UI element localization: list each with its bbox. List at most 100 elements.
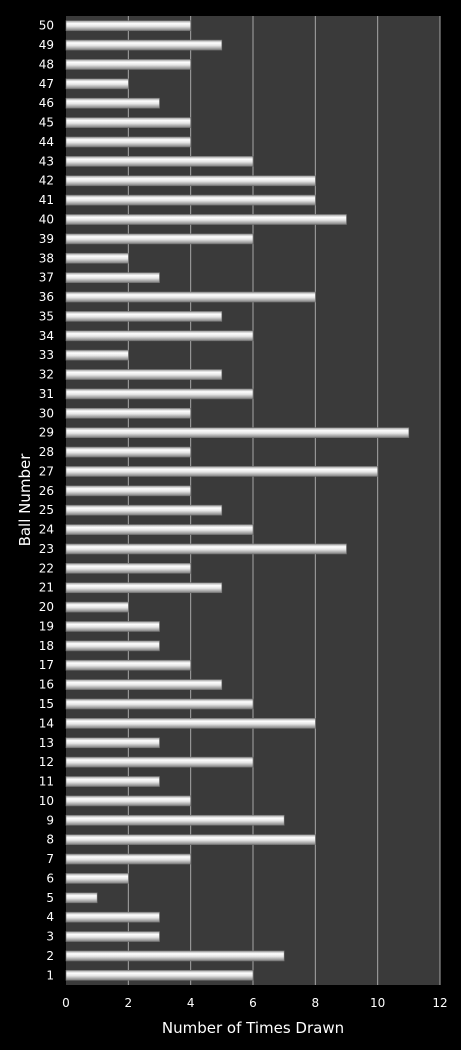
bar-ball-40 [65, 214, 347, 225]
bar-ball-32 [65, 369, 223, 380]
bar-ball-3 [65, 931, 160, 942]
bar-ball-5 [65, 892, 98, 904]
y-tick-label: 39 [39, 232, 54, 246]
bar-ball-7 [65, 853, 191, 865]
bar-ball-42 [65, 175, 316, 187]
bar-ball-9 [65, 814, 285, 826]
bar-ball-15 [65, 698, 254, 710]
bar-ball-33 [65, 349, 129, 361]
y-tick-label: 23 [39, 542, 54, 556]
y-tick-label: 35 [39, 309, 54, 323]
y-tick-label: 42 [39, 174, 54, 188]
y-tick-label: 16 [39, 678, 54, 692]
x-tick-label: 6 [249, 996, 257, 1010]
bar-ball-35 [65, 311, 223, 322]
bar-ball-38 [65, 252, 129, 264]
bar-ball-18 [65, 640, 160, 652]
bar-ball-24 [65, 524, 254, 535]
bar-ball-44 [65, 136, 191, 148]
bar-ball-1 [65, 969, 254, 981]
y-tick-label: 15 [39, 697, 54, 711]
y-tick-label: 26 [39, 484, 54, 498]
y-tick-label: 19 [39, 619, 54, 633]
y-tick-label: 37 [39, 271, 54, 285]
y-tick-label: 29 [39, 426, 54, 440]
y-tick-label: 31 [39, 387, 54, 401]
bar-ball-19 [65, 621, 160, 632]
y-tick-label: 2 [46, 949, 54, 963]
y-tick-label: 10 [39, 794, 54, 808]
bar-ball-43 [65, 156, 254, 167]
y-tick-label: 36 [39, 290, 54, 304]
y-tick-label: 28 [39, 445, 54, 459]
y-tick-label: 32 [39, 368, 54, 382]
y-tick-label: 25 [39, 503, 54, 517]
x-axis-title: Number of Times Drawn [162, 1019, 344, 1037]
bar-ball-16 [65, 679, 223, 690]
y-tick-label: 6 [46, 871, 54, 885]
bar-ball-17 [65, 659, 191, 671]
y-tick-label: 20 [39, 600, 54, 614]
y-tick-label: 30 [39, 406, 54, 420]
bar-ball-26 [65, 485, 191, 497]
bar-ball-29 [65, 427, 410, 439]
y-tick-label: 46 [39, 96, 54, 110]
y-tick-label: 18 [39, 639, 54, 653]
bar-ball-8 [65, 834, 316, 845]
y-tick-label: 24 [39, 523, 54, 537]
bar-ball-6 [65, 873, 129, 884]
y-tick-label: 38 [39, 251, 54, 265]
y-tick-label: 12 [39, 755, 54, 769]
x-tick-label: 2 [125, 996, 133, 1010]
bar-ball-30 [65, 407, 191, 419]
bar-ball-4 [65, 911, 160, 923]
y-tick-label: 3 [46, 930, 54, 944]
x-tick-labels: 0 2 4 6 8 10 12 [62, 996, 447, 1010]
bar-ball-10 [65, 795, 191, 807]
bar-ball-49 [65, 39, 223, 51]
bar-ball-25 [65, 504, 223, 516]
y-tick-label: 44 [39, 135, 54, 149]
bar-ball-45 [65, 117, 191, 128]
y-tick-label: 50 [39, 19, 54, 33]
y-tick-label: 21 [39, 581, 54, 595]
y-tick-label: 14 [39, 716, 54, 730]
bar-ball-20 [65, 601, 129, 613]
bar-ball-28 [65, 446, 191, 458]
bar-ball-22 [65, 562, 191, 574]
y-tick-label: 11 [39, 775, 54, 789]
y-tick-label: 27 [39, 464, 54, 478]
bar-ball-41 [65, 194, 316, 206]
y-tick-label: 22 [39, 561, 54, 575]
x-tick-label: 10 [370, 996, 385, 1010]
y-tick-label: 7 [46, 852, 54, 866]
y-tick-label: 17 [39, 658, 54, 672]
y-tick-label: 43 [39, 154, 54, 168]
bar-ball-37 [65, 272, 160, 283]
bars [65, 20, 410, 981]
x-tick-label: 0 [62, 996, 70, 1010]
bar-ball-31 [65, 388, 254, 400]
x-tick-label: 4 [187, 996, 195, 1010]
y-tick-label: 33 [39, 348, 54, 362]
x-tick-label: 8 [312, 996, 320, 1010]
bar-ball-11 [65, 776, 160, 787]
bar-ball-2 [65, 950, 285, 962]
y-tick-label: 9 [46, 813, 54, 827]
y-tick-label: 1 [46, 968, 54, 982]
bar-ball-14 [65, 718, 316, 729]
y-tick-label: 40 [39, 212, 54, 226]
x-tick-label: 12 [432, 996, 447, 1010]
y-tick-label: 47 [39, 77, 54, 91]
y-tick-label: 4 [46, 910, 54, 924]
bar-ball-36 [65, 291, 316, 303]
y-tick-label: 8 [46, 833, 54, 847]
bar-ball-27 [65, 466, 378, 477]
bar-ball-47 [65, 78, 129, 90]
y-tick-label: 45 [39, 116, 54, 130]
bar-ball-13 [65, 737, 160, 749]
bar-ball-50 [65, 20, 191, 32]
y-tick-label: 41 [39, 193, 54, 207]
bar-ball-46 [65, 97, 160, 109]
bar-ball-48 [65, 59, 191, 70]
